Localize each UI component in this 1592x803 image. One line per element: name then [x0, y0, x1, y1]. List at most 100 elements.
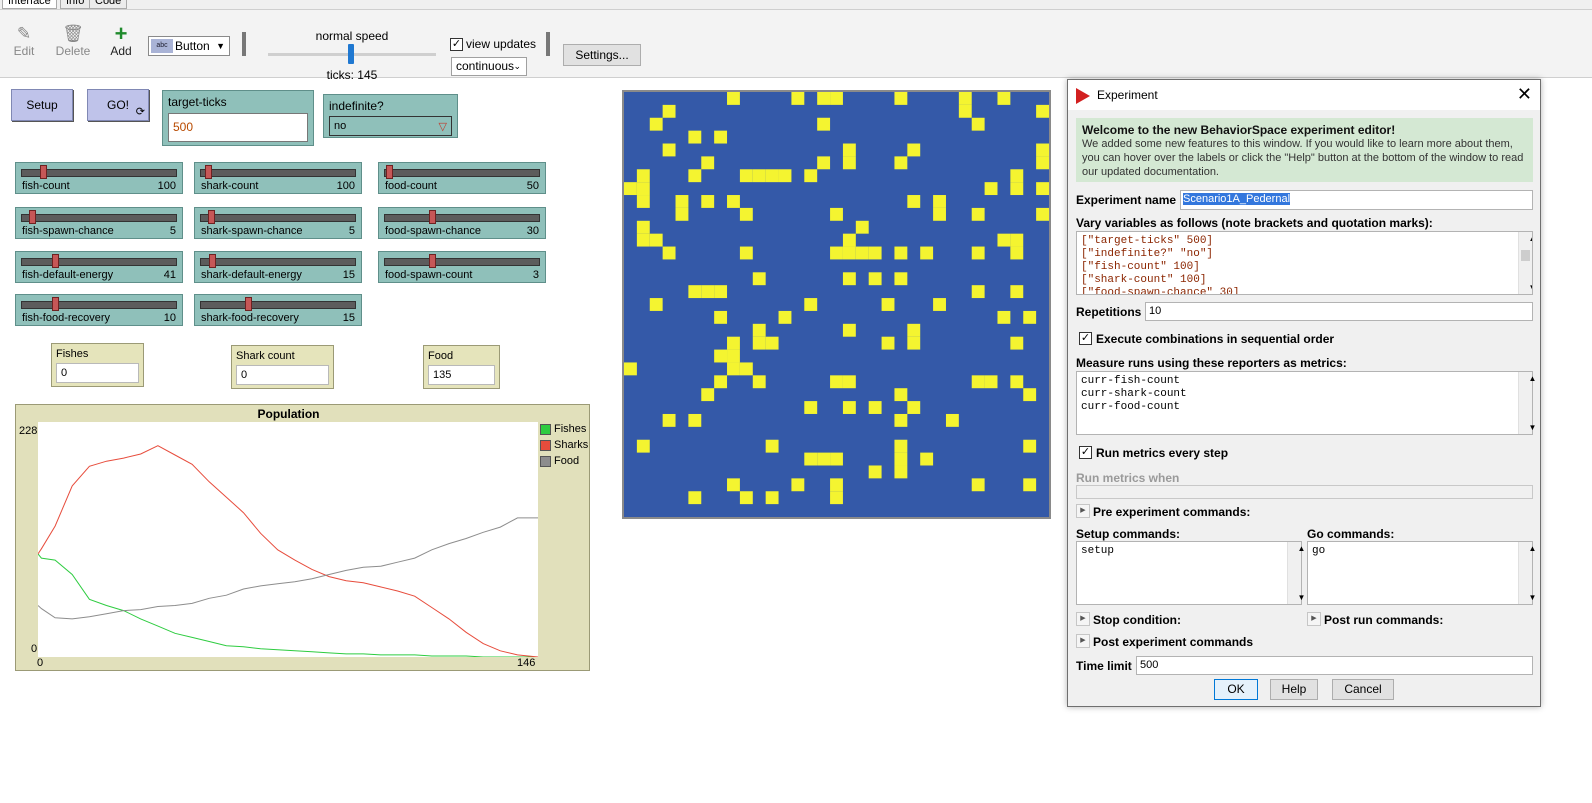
slider-thumb[interactable] [245, 297, 253, 311]
vary-variables-textarea[interactable]: ["target-ticks" 500] ["indefinite?" "no"… [1076, 231, 1533, 295]
vertical-scrollbar[interactable]: ▲ ▼ [1518, 542, 1536, 604]
slider-track[interactable] [21, 258, 177, 266]
settings-button[interactable]: Settings... [563, 44, 641, 66]
scroll-down-icon[interactable]: ▼ [1528, 593, 1537, 602]
metrics-textarea[interactable]: curr-fish-count curr-shark-count curr-fo… [1076, 371, 1536, 435]
food-patch [984, 375, 998, 389]
slider-track[interactable] [384, 169, 540, 177]
delete-button[interactable]: 🗑 Delete [53, 24, 93, 58]
food-patch [636, 233, 650, 247]
scroll-up-icon[interactable]: ▲ [1526, 234, 1532, 243]
slider-thumb[interactable] [51, 297, 59, 311]
food-patch [804, 298, 818, 311]
slider-shark-spawn-chance[interactable]: shark-spawn-chance 5 [194, 207, 362, 239]
slider-thumb[interactable] [429, 254, 437, 268]
run-metrics-when-input [1076, 485, 1533, 499]
scroll-up-icon[interactable]: ▲ [1297, 544, 1306, 553]
target-ticks-input[interactable]: 500 [168, 113, 308, 142]
help-button[interactable]: Help [1270, 679, 1318, 700]
vertical-scrollbar[interactable]: ▲ ▼ [1518, 232, 1532, 294]
slider-fish-food-recovery[interactable]: fish-food-recovery 10 [15, 294, 183, 326]
vertical-scrollbar[interactable]: ▲ ▼ [1287, 542, 1305, 604]
food-patch [662, 413, 676, 427]
ok-button[interactable]: OK [1214, 679, 1258, 700]
slider-thumb[interactable] [51, 254, 59, 268]
plot-title: Population [257, 407, 320, 421]
slider-shark-default-energy[interactable]: shark-default-energy 15 [194, 251, 362, 283]
tab-code[interactable]: Code [89, 0, 128, 9]
slider-track[interactable] [384, 258, 540, 266]
slider-food-spawn-chance[interactable]: food-spawn-chance 30 [378, 207, 546, 239]
food-patch [675, 207, 689, 221]
slider-fish-default-energy[interactable]: fish-default-energy 41 [15, 251, 183, 283]
close-icon[interactable]: ✕ [1516, 84, 1532, 104]
cancel-button[interactable]: Cancel [1332, 679, 1394, 700]
food-patch [662, 104, 676, 118]
slider-track[interactable] [21, 214, 177, 222]
slider-fish-count[interactable]: fish-count 100 [15, 162, 183, 194]
food-patch [624, 182, 637, 196]
slider-track[interactable] [200, 169, 356, 177]
slider-thumb[interactable] [28, 210, 36, 224]
slider-label: fish-spawn-chance [22, 225, 114, 237]
indefinite-select[interactable]: no ▽ [329, 116, 452, 136]
slider-label: fish-food-recovery [22, 312, 111, 324]
food-patch [997, 233, 1011, 247]
add-button[interactable]: + Add [101, 23, 141, 59]
view-updates-checkbox[interactable]: ✓ [450, 38, 463, 51]
sequential-order-label: Execute combinations in sequential order [1096, 332, 1335, 346]
scroll-thumb[interactable] [1521, 250, 1530, 261]
setup-commands-textarea[interactable]: setup ▲ ▼ [1076, 541, 1305, 605]
slider-fish-spawn-chance[interactable]: fish-spawn-chance 5 [15, 207, 183, 239]
slider-track[interactable] [21, 301, 177, 309]
scroll-up-icon[interactable]: ▲ [1528, 544, 1537, 553]
tab-interface[interactable]: Interface [2, 0, 57, 9]
widget-type-select[interactable]: abc Button ▼ [148, 36, 230, 56]
food-patch [765, 491, 779, 505]
slider-thumb[interactable] [207, 210, 215, 224]
post-experiment-expander-icon[interactable]: ▶ [1076, 634, 1090, 648]
time-limit-input[interactable]: 500 [1136, 656, 1533, 675]
food-patch [1036, 104, 1049, 118]
vertical-scrollbar[interactable]: ▲ ▼ [1518, 372, 1536, 434]
experiment-name-input[interactable]: Scenario1A_Pedernal [1180, 190, 1533, 210]
slider-shark-count[interactable]: shark-count 100 [194, 162, 362, 194]
tab-info[interactable]: Info [60, 0, 91, 9]
slider-value: 10 [163, 312, 176, 324]
slider-track[interactable] [21, 169, 177, 177]
food-patch [958, 104, 972, 118]
edit-button[interactable]: ✎ Edit [4, 24, 44, 58]
food-patch [907, 336, 921, 350]
scroll-down-icon[interactable]: ▼ [1526, 283, 1532, 292]
repetitions-input[interactable]: 10 [1145, 302, 1533, 321]
slider-track[interactable] [200, 214, 356, 222]
scroll-up-icon[interactable]: ▲ [1528, 374, 1537, 383]
slider-track[interactable] [200, 258, 356, 266]
run-metrics-every-step-checkbox[interactable]: ✓ [1079, 446, 1092, 459]
slider-thumb[interactable] [40, 165, 48, 179]
scroll-down-icon[interactable]: ▼ [1528, 423, 1537, 432]
slider-shark-food-recovery[interactable]: shark-food-recovery 15 [194, 294, 362, 326]
slider-food-spawn-count[interactable]: food-spawn-count 3 [378, 251, 546, 283]
slider-thumb[interactable] [209, 254, 217, 268]
slider-food-count[interactable]: food-count 50 [378, 162, 546, 194]
setup-button[interactable]: Setup [11, 89, 73, 121]
pre-experiment-expander-icon[interactable]: ▶ [1076, 504, 1090, 518]
stop-condition-expander-icon[interactable]: ▶ [1076, 612, 1090, 626]
sequential-order-checkbox[interactable]: ✓ [1079, 332, 1092, 345]
scroll-down-icon[interactable]: ▼ [1297, 593, 1306, 602]
food-patch [636, 182, 650, 196]
slider-thumb[interactable] [204, 165, 212, 179]
update-mode-select[interactable]: continuous ⌄ [451, 57, 527, 76]
post-run-expander-icon[interactable]: ▶ [1307, 612, 1321, 626]
slider-track[interactable] [384, 214, 540, 222]
speed-slider-thumb[interactable] [348, 44, 354, 64]
slider-thumb[interactable] [386, 165, 393, 179]
go-button[interactable]: GO! ⟳ [87, 89, 149, 121]
slider-thumb[interactable] [429, 210, 437, 224]
trash-icon: 🗑 [62, 24, 84, 43]
world-view[interactable] [622, 90, 1051, 519]
go-commands-textarea[interactable]: go ▲ ▼ [1307, 541, 1536, 605]
slider-track[interactable] [200, 301, 356, 309]
ticks-counter: ticks: 145 [326, 68, 378, 82]
